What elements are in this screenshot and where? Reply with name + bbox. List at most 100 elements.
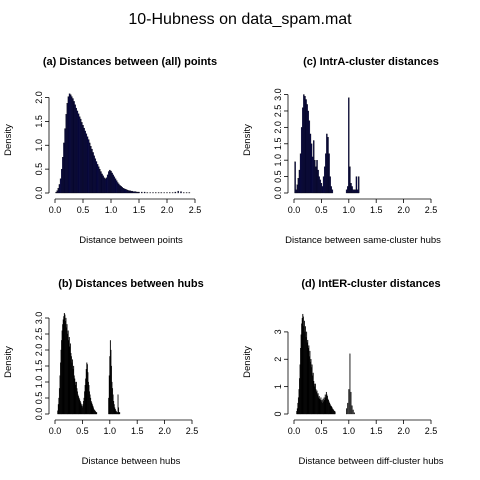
- histogram-bar: [124, 189, 127, 194]
- y-tick-label: 0.0: [273, 187, 283, 200]
- histogram-bar: [115, 180, 118, 194]
- y-tick-label: 3: [273, 329, 283, 334]
- histogram-bar: [174, 191, 177, 194]
- x-tick-label: 1.0: [105, 205, 118, 215]
- histogram-bar: [133, 191, 136, 194]
- y-tick-label: 0.5: [34, 392, 44, 405]
- histogram-bar: [103, 177, 105, 194]
- panel-d-x-axis: 0.0 0.5 1.0 1.5 2.0 2.5: [288, 419, 438, 436]
- histogram-bar: [132, 191, 135, 194]
- histogram-bar: [141, 191, 143, 194]
- histogram-bar: [94, 158, 97, 194]
- panel-d-xlabel: Distance between diff-cluster hubs: [298, 456, 443, 467]
- panel-d-title: (d) IntER-cluster distances: [301, 278, 440, 290]
- panel-a-title: (a) Distances between (all) points: [43, 56, 217, 68]
- histogram-bar: [117, 394, 119, 415]
- histogram-bar: [331, 189, 334, 194]
- y-tick-label: 0.0: [34, 187, 44, 200]
- figure-title: 10-Hubness on data_spam.mat: [128, 11, 352, 28]
- histogram-bar: [100, 171, 102, 194]
- panel-b-y-axis: 0.0 0.5 1.0 1.5 2.0 2.5 3.0: [34, 312, 50, 420]
- y-tick-label: 2.5: [273, 105, 283, 118]
- panel-d: (d) IntER-cluster distances 0.0 0.5 1.0 1.5…: [242, 278, 444, 467]
- histogram-bar: [87, 139, 90, 194]
- histogram-bar: [330, 186, 332, 194]
- x-tick-label: 2.0: [397, 205, 410, 215]
- histogram-bar: [348, 97, 350, 194]
- histogram-bar: [334, 411, 336, 415]
- histogram-bar: [323, 166, 326, 194]
- histogram-bar: [296, 184, 298, 194]
- histogram-bar: [72, 98, 74, 194]
- panel-d-bars: [296, 313, 355, 415]
- histogram-bar: [346, 408, 348, 415]
- histogram-bar: [85, 133, 88, 194]
- x-tick-label: 0.0: [49, 426, 62, 436]
- histogram-bar: [78, 116, 81, 194]
- histogram-bar: [354, 189, 357, 194]
- panel-a-ylabel: Density: [3, 124, 14, 156]
- histogram-bar: [83, 127, 85, 194]
- histogram-bar: [75, 107, 77, 194]
- x-tick-label: 2.0: [158, 426, 171, 436]
- histogram-bar: [351, 186, 353, 194]
- histogram-bar: [347, 186, 349, 194]
- x-tick-label: 0.5: [315, 426, 328, 436]
- histogram-bar: [327, 137, 329, 194]
- panel-d-y-axis: 0 1 2 3: [273, 329, 289, 417]
- y-tick-label: 1.5: [34, 115, 44, 128]
- x-tick-label: 1.5: [370, 426, 383, 436]
- x-tick-label: 2.5: [189, 205, 202, 215]
- histogram-bar: [82, 125, 84, 194]
- histogram-bar: [357, 176, 360, 194]
- panel-c-xlabel: Distance between same-cluster hubs: [285, 235, 441, 246]
- panel-c-bars: [294, 94, 360, 194]
- histogram-bar: [80, 118, 82, 194]
- histogram-bar: [111, 172, 113, 194]
- histogram-bar: [55, 191, 57, 194]
- histogram-bar: [96, 412, 98, 415]
- panel-a: (a) Distances between (all) points 0.0 0.…: [3, 56, 217, 246]
- panel-b-title: (b) Distances between hubs: [58, 278, 203, 290]
- x-tick-label: 2.5: [425, 205, 438, 215]
- histogram-bar: [294, 161, 296, 194]
- histogram-bar: [106, 174, 109, 194]
- histogram-bar: [102, 175, 104, 194]
- histogram-bar: [350, 183, 352, 194]
- y-tick-label: 3.0: [34, 312, 44, 325]
- y-tick-label: 2.0: [34, 91, 44, 104]
- histogram-bar: [117, 182, 119, 194]
- histogram-bar: [62, 157, 64, 194]
- histogram-bar: [125, 189, 128, 194]
- panel-b-ylabel: Density: [3, 346, 14, 378]
- y-tick-label: 1: [273, 384, 283, 389]
- x-tick-label: 2.0: [161, 205, 174, 215]
- histogram-bar: [73, 101, 75, 194]
- histogram-bar: [76, 110, 79, 194]
- y-tick-label: 1.5: [273, 138, 283, 151]
- panel-a-xlabel: Distance between points: [79, 235, 183, 246]
- histogram-bar: [121, 187, 123, 194]
- x-tick-label: 2.5: [425, 426, 438, 436]
- panel-a-x-axis: 0.0 0.5 1.0 1.5 2.0 2.5: [49, 198, 202, 215]
- histogram-bar: [347, 402, 349, 415]
- y-tick-label: 0.5: [34, 163, 44, 176]
- histogram-bar: [129, 190, 131, 194]
- histogram-bar: [66, 103, 69, 194]
- histogram-bar: [108, 171, 110, 194]
- histogram-bar: [348, 389, 350, 415]
- histogram-bar: [303, 94, 305, 194]
- panel-c-title: (c) IntrA-cluster distances: [303, 56, 439, 68]
- histogram-bar: [315, 166, 317, 194]
- histogram-bar: [322, 176, 325, 194]
- y-tick-label: 2.0: [34, 344, 44, 357]
- panel-c-x-axis: 0.0 0.5 1.0 1.5 2.0 2.5: [288, 198, 438, 215]
- histogram-bar: [84, 130, 86, 194]
- x-tick-label: 0.5: [77, 205, 90, 215]
- x-tick-label: 0.0: [288, 205, 301, 215]
- histogram-bar: [99, 168, 101, 194]
- x-tick-label: 0.5: [315, 205, 328, 215]
- panel-c-ylabel: Density: [242, 124, 253, 156]
- histogram-bar: [58, 184, 61, 194]
- histogram-bar: [143, 191, 146, 194]
